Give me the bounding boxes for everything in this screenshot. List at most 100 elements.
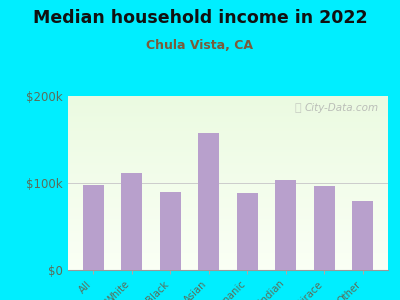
Bar bbox=[68, 195, 388, 196]
Bar bbox=[68, 184, 388, 185]
Bar bbox=[68, 223, 388, 224]
Bar bbox=[68, 207, 388, 208]
Bar bbox=[68, 175, 388, 176]
Bar bbox=[68, 149, 388, 150]
Bar bbox=[68, 102, 388, 103]
Bar bbox=[68, 206, 388, 207]
Bar bbox=[68, 264, 388, 265]
Bar bbox=[68, 254, 388, 255]
Bar bbox=[68, 222, 388, 223]
Bar bbox=[68, 250, 388, 251]
Bar bbox=[68, 142, 388, 143]
Bar bbox=[68, 176, 388, 177]
Bar bbox=[68, 164, 388, 165]
Bar bbox=[68, 143, 388, 144]
Bar bbox=[68, 179, 388, 180]
Bar bbox=[68, 245, 388, 246]
Bar bbox=[68, 252, 388, 253]
Bar bbox=[68, 118, 388, 119]
Bar bbox=[68, 259, 388, 260]
Text: Median household income in 2022: Median household income in 2022 bbox=[33, 9, 367, 27]
Bar bbox=[68, 208, 388, 209]
Bar bbox=[68, 167, 388, 168]
Bar bbox=[68, 232, 388, 233]
Bar bbox=[68, 233, 388, 234]
Bar bbox=[68, 158, 388, 159]
Bar bbox=[68, 183, 388, 184]
Bar bbox=[68, 219, 388, 220]
Bar bbox=[68, 197, 388, 198]
Bar bbox=[68, 243, 388, 244]
Bar bbox=[68, 178, 388, 179]
Bar bbox=[68, 100, 388, 101]
Bar bbox=[68, 191, 388, 192]
Bar bbox=[68, 168, 388, 169]
Bar bbox=[68, 185, 388, 186]
Bar bbox=[314, 186, 335, 270]
Bar bbox=[68, 257, 388, 258]
Bar bbox=[68, 165, 388, 166]
Bar bbox=[68, 130, 388, 131]
Bar bbox=[68, 97, 388, 98]
Bar bbox=[68, 196, 388, 197]
Bar bbox=[68, 251, 388, 252]
Bar bbox=[68, 154, 388, 155]
Bar bbox=[68, 127, 388, 128]
Text: City-Data.com: City-Data.com bbox=[304, 103, 378, 113]
Bar bbox=[68, 216, 388, 217]
Bar bbox=[68, 180, 388, 181]
Bar bbox=[68, 182, 388, 183]
Bar bbox=[68, 201, 388, 202]
Bar bbox=[68, 148, 388, 149]
Bar bbox=[68, 203, 388, 204]
Bar bbox=[68, 160, 388, 161]
Bar bbox=[68, 247, 388, 248]
Bar bbox=[68, 163, 388, 164]
Bar bbox=[68, 189, 388, 190]
Bar bbox=[68, 193, 388, 194]
Bar bbox=[68, 199, 388, 200]
Bar bbox=[68, 144, 388, 145]
Bar bbox=[68, 204, 388, 205]
Bar bbox=[68, 214, 388, 215]
Bar bbox=[68, 126, 388, 127]
Bar bbox=[68, 109, 388, 110]
Bar bbox=[68, 134, 388, 135]
Bar bbox=[68, 135, 388, 136]
Bar bbox=[68, 123, 388, 124]
Bar bbox=[68, 235, 388, 236]
Bar bbox=[68, 205, 388, 206]
Bar bbox=[68, 171, 388, 172]
Bar bbox=[352, 201, 374, 270]
Bar bbox=[68, 253, 388, 254]
Bar bbox=[68, 256, 388, 257]
Bar bbox=[68, 239, 388, 240]
Bar bbox=[68, 139, 388, 140]
Bar bbox=[68, 156, 388, 157]
Bar bbox=[68, 213, 388, 214]
Bar bbox=[68, 192, 388, 193]
Bar bbox=[68, 210, 388, 211]
Bar bbox=[68, 119, 388, 120]
Bar bbox=[68, 234, 388, 235]
Bar bbox=[68, 230, 388, 231]
Bar bbox=[68, 220, 388, 221]
Bar bbox=[68, 170, 388, 171]
Bar bbox=[68, 217, 388, 218]
Bar bbox=[68, 237, 388, 238]
Bar bbox=[68, 162, 388, 163]
Bar bbox=[68, 153, 388, 154]
Bar bbox=[68, 226, 388, 227]
Bar bbox=[68, 194, 388, 195]
Bar bbox=[68, 244, 388, 245]
Bar bbox=[68, 200, 388, 201]
Bar bbox=[68, 98, 388, 99]
Bar bbox=[68, 112, 388, 113]
Bar bbox=[198, 133, 219, 270]
Bar bbox=[68, 174, 388, 175]
Bar bbox=[68, 159, 388, 160]
Bar bbox=[237, 194, 258, 270]
Bar bbox=[275, 179, 296, 270]
Bar bbox=[68, 107, 388, 108]
Bar bbox=[68, 224, 388, 225]
